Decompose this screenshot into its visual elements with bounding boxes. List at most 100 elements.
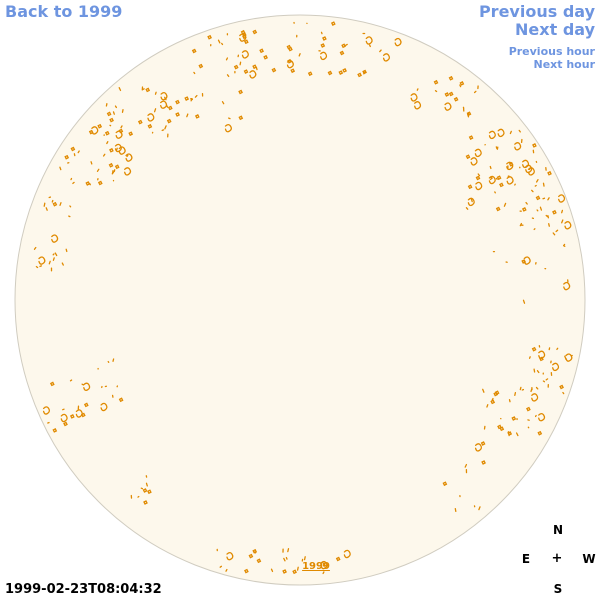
sunspot-mark <box>464 463 468 468</box>
sunspot-mark <box>296 566 299 571</box>
sunspot-mark <box>434 90 438 93</box>
sunspot-mark <box>531 393 539 402</box>
sunspot-mark <box>107 360 110 363</box>
sunspot-mark <box>106 111 112 117</box>
sunspot-mark <box>497 424 502 430</box>
sunspot-mark <box>330 21 336 26</box>
sunspot-mark <box>142 88 145 90</box>
previous-hour-link[interactable]: Previous hour <box>508 45 595 58</box>
sunspot-mark <box>475 181 483 191</box>
sunspot-mark <box>470 157 478 166</box>
sunspot-mark <box>145 482 148 487</box>
sunspot-mark <box>85 181 91 186</box>
sunspot-mark <box>555 229 559 233</box>
sunspot-mark <box>382 53 391 62</box>
sunspot-mark <box>459 84 462 88</box>
sunspot-mark <box>259 48 264 54</box>
sunspot-mark <box>480 441 486 446</box>
sunspot-mark <box>459 81 465 86</box>
sunspot-mark <box>320 31 323 35</box>
sunspot-mark <box>534 414 537 418</box>
sunspot-mark <box>153 108 157 113</box>
sunspot-mark <box>503 202 507 207</box>
sunspot-mark <box>433 79 439 85</box>
sunspot-mark <box>125 153 133 162</box>
sunspot-mark <box>194 94 198 98</box>
next-day-link[interactable]: Next day <box>515 20 595 39</box>
sunspot-mark <box>488 175 496 185</box>
sunspot-mark <box>83 382 91 392</box>
sunspot-mark <box>362 69 367 75</box>
sunspot-mark <box>114 143 122 153</box>
sunspot-mark <box>97 123 103 129</box>
sun-disk <box>14 14 586 586</box>
sunspot-mark <box>536 370 540 374</box>
sunspot-mark <box>193 71 196 75</box>
sunspot-mark <box>191 48 197 54</box>
sunspot-mark <box>147 113 155 122</box>
sunspot-mark <box>42 406 51 415</box>
sunspot-mark <box>102 153 106 157</box>
sunspot-mark <box>538 412 546 422</box>
sunspot-mark <box>91 126 99 135</box>
sunspot-mark <box>508 161 514 167</box>
sunspot-mark <box>552 362 560 372</box>
sunspot-mark <box>495 206 501 212</box>
sunspot-mark <box>320 51 328 61</box>
sunspot-mark <box>90 161 93 165</box>
sunspot-mark <box>207 34 212 40</box>
sunspot-mark <box>106 141 109 145</box>
sunspot-mark <box>39 265 43 268</box>
sunspot-mark <box>96 168 100 172</box>
sunspot-mark <box>357 72 362 78</box>
sunspot-mark <box>233 64 239 70</box>
sunspot-mark <box>142 488 148 493</box>
sunspot-mark <box>552 209 557 215</box>
sunspot-mark <box>489 177 493 181</box>
sunspot-mark <box>531 189 534 193</box>
sunspot-mark <box>365 36 373 45</box>
sunspot-mark <box>121 109 124 113</box>
sunspot-mark <box>77 150 80 154</box>
sunspot-mark <box>547 215 550 219</box>
sunspot-mark <box>414 101 422 110</box>
previous-day-link[interactable]: Previous day <box>478 2 595 21</box>
sunspot-mark <box>327 70 333 76</box>
sunspot-mark <box>109 117 114 123</box>
compass-south: S <box>553 582 563 596</box>
sunspot-mark <box>564 221 572 230</box>
sunspot-mark <box>343 549 351 559</box>
sunspot-mark <box>143 500 148 505</box>
sunspot-mark <box>270 568 274 573</box>
sunspot-mark <box>239 61 242 66</box>
sunspot-mark <box>81 383 85 386</box>
sunspot-mark <box>563 281 571 291</box>
sunspot-mark <box>112 358 115 362</box>
sunspot-mark <box>160 91 168 101</box>
sunspot-mark <box>137 495 140 498</box>
sunspot-mark <box>100 402 108 412</box>
sunspot-mark <box>535 386 539 390</box>
sunspot-mark <box>33 246 37 250</box>
sunspot-mark <box>256 558 262 564</box>
sunspot-mark <box>124 167 132 176</box>
sunspot-mark <box>52 257 55 261</box>
back-to-year-link[interactable]: Back to 1999 <box>5 2 123 21</box>
sunspot-mark <box>118 87 122 92</box>
sunspot-mark <box>112 111 115 115</box>
sunspot-mark <box>565 353 573 362</box>
year-link[interactable]: 1999 <box>302 561 330 572</box>
sunspot-mark <box>72 181 75 185</box>
sunspot-mark <box>80 412 86 418</box>
sunspot-mark <box>369 44 371 48</box>
sunspot-mark <box>175 112 180 117</box>
sunspot-mark <box>48 260 51 265</box>
sunspot-mark <box>339 50 345 56</box>
sunspot-mark <box>394 37 402 47</box>
sunspot-mark <box>241 50 249 59</box>
next-hour-link[interactable]: Next hour <box>533 58 596 71</box>
sunspot-mark <box>477 173 481 177</box>
sunspot-mark <box>61 262 64 266</box>
sunspot-mark <box>52 201 58 207</box>
sunspot-mark <box>248 553 254 559</box>
